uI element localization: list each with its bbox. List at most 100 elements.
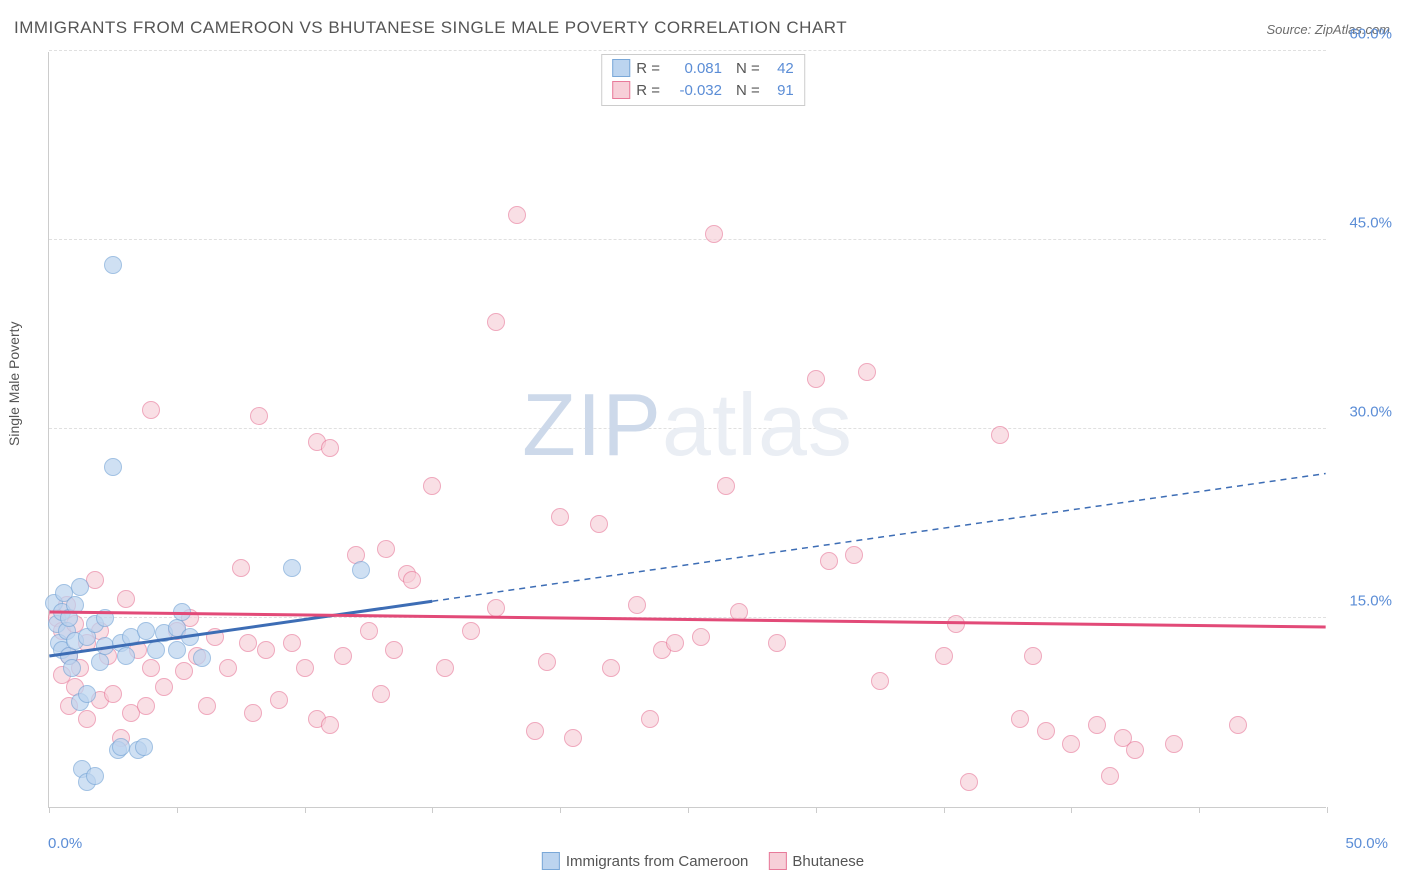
legend-n-label: N = — [736, 60, 760, 77]
x-tick — [1199, 807, 1200, 813]
legend-swatch — [768, 852, 786, 870]
scatter-point — [71, 578, 89, 596]
trend-lines-svg — [49, 52, 1326, 807]
scatter-point — [768, 634, 786, 652]
scatter-point — [960, 773, 978, 791]
scatter-point — [628, 596, 646, 614]
scatter-point — [1088, 716, 1106, 734]
scatter-point — [551, 508, 569, 526]
scatter-point — [104, 685, 122, 703]
scatter-point — [403, 571, 421, 589]
legend-bottom: Immigrants from Cameroon Bhutanese — [542, 852, 864, 870]
legend-top: R = 0.081 N = 42 R =-0.032N =91 — [601, 54, 805, 106]
scatter-point — [858, 363, 876, 381]
watermark-atlas: atlas — [662, 374, 853, 473]
scatter-point — [296, 659, 314, 677]
chart-title: IMMIGRANTS FROM CAMEROON VS BHUTANESE SI… — [14, 18, 847, 38]
scatter-point — [1062, 735, 1080, 753]
scatter-point — [526, 722, 544, 740]
scatter-point — [666, 634, 684, 652]
scatter-point — [181, 628, 199, 646]
scatter-point — [360, 622, 378, 640]
scatter-point — [487, 599, 505, 617]
legend-r-value: 0.081 — [666, 60, 722, 77]
scatter-point — [590, 515, 608, 533]
x-tick — [1327, 807, 1328, 813]
y-tick-label: 30.0% — [1332, 404, 1392, 421]
scatter-point — [564, 729, 582, 747]
scatter-point — [602, 659, 620, 677]
scatter-point — [538, 653, 556, 671]
gridline — [49, 239, 1326, 240]
scatter-point — [91, 653, 109, 671]
trend-line-dashed — [432, 474, 1325, 602]
watermark: ZIPatlas — [522, 373, 853, 475]
gridline — [49, 50, 1326, 51]
x-tick — [816, 807, 817, 813]
scatter-point — [137, 697, 155, 715]
gridline — [49, 617, 1326, 618]
legend-swatch — [612, 59, 630, 77]
scatter-point — [232, 559, 250, 577]
x-tick — [1071, 807, 1072, 813]
scatter-point — [117, 590, 135, 608]
scatter-point — [206, 628, 224, 646]
scatter-point — [142, 401, 160, 419]
scatter-point — [155, 678, 173, 696]
trend-line-solid — [49, 612, 1325, 627]
legend-swatch — [612, 81, 630, 99]
scatter-point — [730, 603, 748, 621]
x-tick — [49, 807, 50, 813]
scatter-point — [436, 659, 454, 677]
scatter-point — [86, 767, 104, 785]
y-tick-label: 60.0% — [1332, 26, 1392, 43]
scatter-point — [508, 206, 526, 224]
scatter-point — [807, 370, 825, 388]
scatter-point — [135, 738, 153, 756]
x-tick-label-max: 50.0% — [1345, 835, 1388, 852]
scatter-point — [692, 628, 710, 646]
scatter-point — [250, 407, 268, 425]
scatter-point — [112, 738, 130, 756]
y-tick-label: 45.0% — [1332, 215, 1392, 232]
scatter-point — [86, 571, 104, 589]
scatter-point — [1229, 716, 1247, 734]
legend-top-row: R =-0.032N =91 — [612, 79, 794, 101]
scatter-point — [283, 634, 301, 652]
legend-series-label: Immigrants from Cameroon — [566, 853, 749, 870]
scatter-point — [198, 697, 216, 715]
y-axis-title: Single Male Poverty — [6, 321, 22, 446]
scatter-point — [372, 685, 390, 703]
watermark-zip: ZIP — [522, 374, 662, 473]
legend-n-value: 91 — [766, 82, 794, 99]
scatter-point — [705, 225, 723, 243]
legend-r-label: R = — [636, 82, 660, 99]
scatter-point — [104, 458, 122, 476]
scatter-point — [175, 662, 193, 680]
scatter-point — [173, 603, 191, 621]
scatter-point — [462, 622, 480, 640]
scatter-point — [137, 622, 155, 640]
scatter-point — [270, 691, 288, 709]
scatter-point — [283, 559, 301, 577]
scatter-point — [947, 615, 965, 633]
scatter-point — [423, 477, 441, 495]
scatter-point — [78, 685, 96, 703]
scatter-point — [219, 659, 237, 677]
scatter-point — [147, 641, 165, 659]
scatter-point — [1037, 722, 1055, 740]
scatter-point — [1101, 767, 1119, 785]
scatter-point — [377, 540, 395, 558]
scatter-point — [1165, 735, 1183, 753]
chart-container: IMMIGRANTS FROM CAMEROON VS BHUTANESE SI… — [0, 0, 1406, 892]
legend-n-value: 42 — [766, 60, 794, 77]
legend-bottom-item: Immigrants from Cameroon — [542, 852, 749, 870]
scatter-point — [66, 596, 84, 614]
scatter-point — [820, 552, 838, 570]
scatter-point — [487, 313, 505, 331]
scatter-point — [321, 716, 339, 734]
scatter-point — [717, 477, 735, 495]
legend-bottom-item: Bhutanese — [768, 852, 864, 870]
scatter-point — [244, 704, 262, 722]
x-tick — [560, 807, 561, 813]
